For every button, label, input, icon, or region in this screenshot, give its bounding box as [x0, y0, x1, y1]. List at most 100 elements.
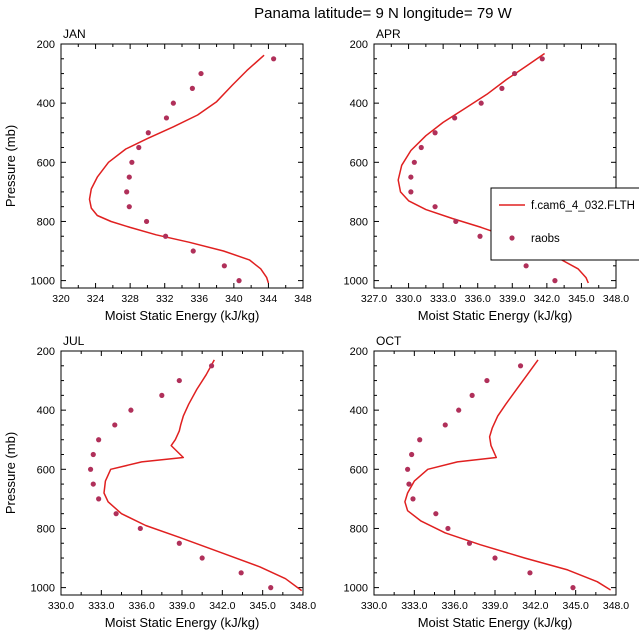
- y-tick-label: 400: [350, 98, 368, 110]
- panel-jul: JUL 330.0 333.0 336.0 339.0 342.0 345.0 348.0 20…: [3, 334, 316, 630]
- raobs-point: [408, 189, 414, 195]
- raobs-point: [208, 363, 215, 369]
- raobs-point: [406, 481, 412, 487]
- x-tick-label: 342.0: [209, 600, 235, 612]
- x-tick-label: 348.0: [290, 600, 316, 612]
- x-tick-label: 345.0: [250, 600, 276, 612]
- raobs-point: [409, 451, 415, 458]
- raobs-point: [432, 204, 438, 210]
- x-tick-label: 345.0: [568, 293, 594, 305]
- raobs-point: [499, 85, 505, 91]
- y-tick-label: 200: [37, 39, 55, 51]
- x-tick-label: 333.0: [401, 600, 427, 612]
- raobs-point: [176, 377, 182, 384]
- raobs-point: [87, 466, 94, 472]
- panel-jan: JAN 320 324 328 332 336 340 344 348 200 400 600 800 1…: [3, 27, 312, 323]
- raobs-point: [570, 585, 576, 591]
- x-tick-label: 320: [52, 293, 70, 305]
- raobs-point: [511, 70, 518, 77]
- y-tick-label: 600: [350, 464, 368, 476]
- raobs-point: [199, 555, 205, 561]
- x-tick-label: 348: [294, 293, 312, 305]
- y-tick-label: 400: [37, 98, 55, 110]
- panels: JAN 320 324 328 332 336 340 344 348 200 400 600 800 1…: [3, 27, 629, 630]
- raobs-point: [126, 174, 132, 180]
- x-tick-label: 336.0: [442, 600, 468, 612]
- x-tick-label: 327.0: [361, 293, 387, 305]
- panel-title: OCT: [376, 334, 402, 348]
- raobs-point: [162, 233, 169, 239]
- y-tick-label: 200: [37, 346, 55, 358]
- y-tick-label: 800: [37, 523, 55, 535]
- y-tick-label: 1000: [31, 276, 55, 288]
- model-profile-line: [404, 359, 611, 591]
- y-tick-label: 400: [350, 405, 368, 417]
- raobs-point: [552, 278, 558, 284]
- raobs-point: [418, 144, 424, 151]
- x-tick-label: 336: [191, 293, 209, 305]
- raobs-point: [452, 115, 458, 121]
- raobs-point: [198, 70, 204, 77]
- panel-apr: APR 327.0 330.0 333.0 336.0 339.0 342.0 345.0 34…: [344, 27, 630, 323]
- legend-box: [490, 187, 639, 261]
- raobs-point: [477, 233, 483, 239]
- raobs-point: [90, 481, 96, 487]
- x-tick-label: 339.0: [499, 293, 525, 305]
- legend-dot-swatch: [509, 235, 515, 241]
- x-tick-label: 336.0: [465, 293, 491, 305]
- raobs-point: [539, 56, 545, 62]
- x-tick-label: 348.0: [603, 293, 629, 305]
- raobs-point: [408, 174, 414, 180]
- raobs-point: [523, 263, 529, 269]
- raobs-point: [145, 130, 151, 136]
- raobs-point: [96, 496, 102, 502]
- raobs-point: [484, 377, 490, 384]
- x-tick-label: 344: [260, 293, 278, 305]
- raobs-point: [469, 392, 475, 398]
- x-tick-label: 336.0: [129, 600, 155, 612]
- raobs-point: [126, 204, 132, 210]
- panel-oct: OCT 330.0 333.0 336.0 339.0 342.0 345.0 348.0 20…: [344, 334, 630, 630]
- x-tick-label: 333.0: [430, 293, 456, 305]
- raobs-point: [492, 555, 498, 561]
- x-tick-label: 333.0: [88, 600, 114, 612]
- raobs-point: [517, 363, 524, 369]
- x-tick-label: 324: [87, 293, 105, 305]
- figure-title: Panama latitude= 9 N longitude= 79 W: [254, 5, 513, 22]
- y-tick-label: 600: [37, 157, 55, 169]
- raobs-point: [433, 511, 439, 517]
- raobs-point: [411, 159, 417, 165]
- raobs-point: [128, 407, 134, 413]
- x-tick-label: 348.0: [603, 600, 629, 612]
- x-tick-label: 339.0: [169, 600, 195, 612]
- panel-title: APR: [376, 27, 401, 41]
- raobs-point: [405, 466, 411, 472]
- y-tick-label: 1000: [31, 583, 55, 595]
- raobs-point: [137, 525, 143, 532]
- legend-label: raobs: [531, 233, 560, 245]
- x-tick-label: 340: [225, 293, 243, 305]
- y-tick-label: 600: [350, 157, 368, 169]
- raobs-point: [96, 437, 102, 443]
- raobs-point: [268, 585, 274, 591]
- raobs-point: [163, 115, 170, 121]
- y-axis-label: Pressure (mb): [3, 125, 18, 207]
- raobs-point: [527, 570, 533, 576]
- raobs-point: [189, 85, 195, 91]
- raobs-point: [176, 540, 182, 546]
- x-axis-label: Moist Static Energy (kJ/kg): [418, 615, 573, 630]
- x-axis-label: Moist Static Energy (kJ/kg): [418, 308, 573, 323]
- y-tick-label: 200: [350, 346, 368, 358]
- panel-title: JUL: [63, 334, 85, 348]
- raobs-point: [236, 278, 242, 284]
- x-axis-label: Moist Static Energy (kJ/kg): [105, 615, 260, 630]
- y-axis-label: Pressure (mb): [3, 432, 18, 514]
- raobs-point: [112, 422, 118, 428]
- plot-frame: [60, 43, 304, 289]
- y-tick-label: 1000: [344, 583, 368, 595]
- x-tick-label: 330.0: [395, 293, 421, 305]
- raobs-point: [221, 263, 227, 269]
- raobs-point: [478, 100, 484, 106]
